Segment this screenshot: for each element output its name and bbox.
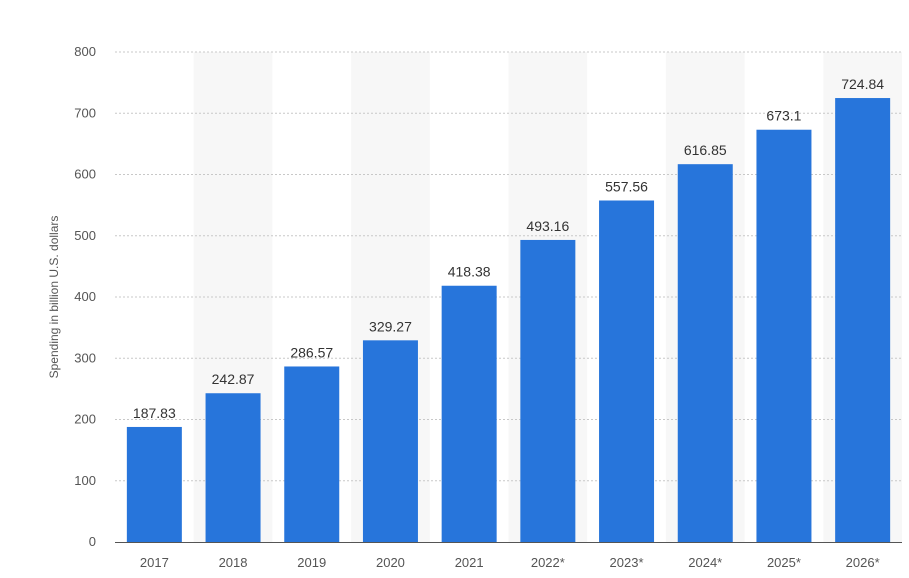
x-tick-label: 2020 [376, 555, 405, 570]
data-label: 329.27 [369, 318, 412, 334]
y-tick-label: 700 [74, 105, 96, 120]
bar-2018 [205, 393, 261, 542]
x-tick-label: 2019 [297, 555, 326, 570]
y-tick-label: 800 [74, 44, 96, 59]
data-label: 557.56 [605, 178, 648, 194]
data-label: 242.87 [212, 371, 255, 387]
x-axis-ticks: 2017 2018 2019 2020 2021 2022* 2023* 2024* 2025*… [140, 555, 880, 570]
x-tick-label: 2022* [531, 555, 565, 570]
gridlines [115, 51, 902, 482]
bar-2019 [284, 366, 340, 542]
x-tick-label: 2023* [610, 555, 644, 570]
data-label: 286.57 [290, 344, 333, 360]
y-axis-title: Spending in billion U.S. dollars [47, 216, 61, 379]
x-tick-label: 2021 [455, 555, 484, 570]
y-tick-label: 300 [74, 350, 96, 365]
bars [126, 98, 891, 543]
bar-2025-projected [756, 129, 812, 542]
data-label: 673.1 [766, 108, 801, 124]
data-labels: 187.83 242.87 286.57 329.27 418.38 493.16 557.… [133, 76, 884, 421]
bar-2017 [126, 426, 182, 542]
bar-2023-projected [599, 200, 655, 542]
bar-2020 [362, 340, 418, 542]
data-label: 418.38 [448, 264, 491, 280]
x-tick-label: 2026* [846, 555, 880, 570]
bar-2026-projected [835, 98, 891, 543]
bar-2024-projected [677, 164, 733, 542]
x-tick-label: 2018 [219, 555, 248, 570]
y-tick-label: 200 [74, 412, 96, 427]
x-tick-label: 2025* [767, 555, 801, 570]
y-tick-label: 400 [74, 289, 96, 304]
x-tick-label: 2024* [688, 555, 722, 570]
y-tick-label: 0 [89, 534, 96, 549]
bar-2021 [441, 285, 497, 542]
y-axis-ticks: 0 100 200 300 400 500 600 700 800 [74, 44, 96, 549]
data-label: 493.16 [526, 218, 569, 234]
x-tick-label: 2017 [140, 555, 169, 570]
data-label: 724.84 [841, 76, 884, 92]
bar-2022-projected [520, 239, 576, 542]
y-tick-label: 100 [74, 473, 96, 488]
data-label: 187.83 [133, 405, 176, 421]
data-label: 616.85 [684, 142, 727, 158]
y-tick-label: 500 [74, 228, 96, 243]
y-tick-label: 600 [74, 167, 96, 182]
